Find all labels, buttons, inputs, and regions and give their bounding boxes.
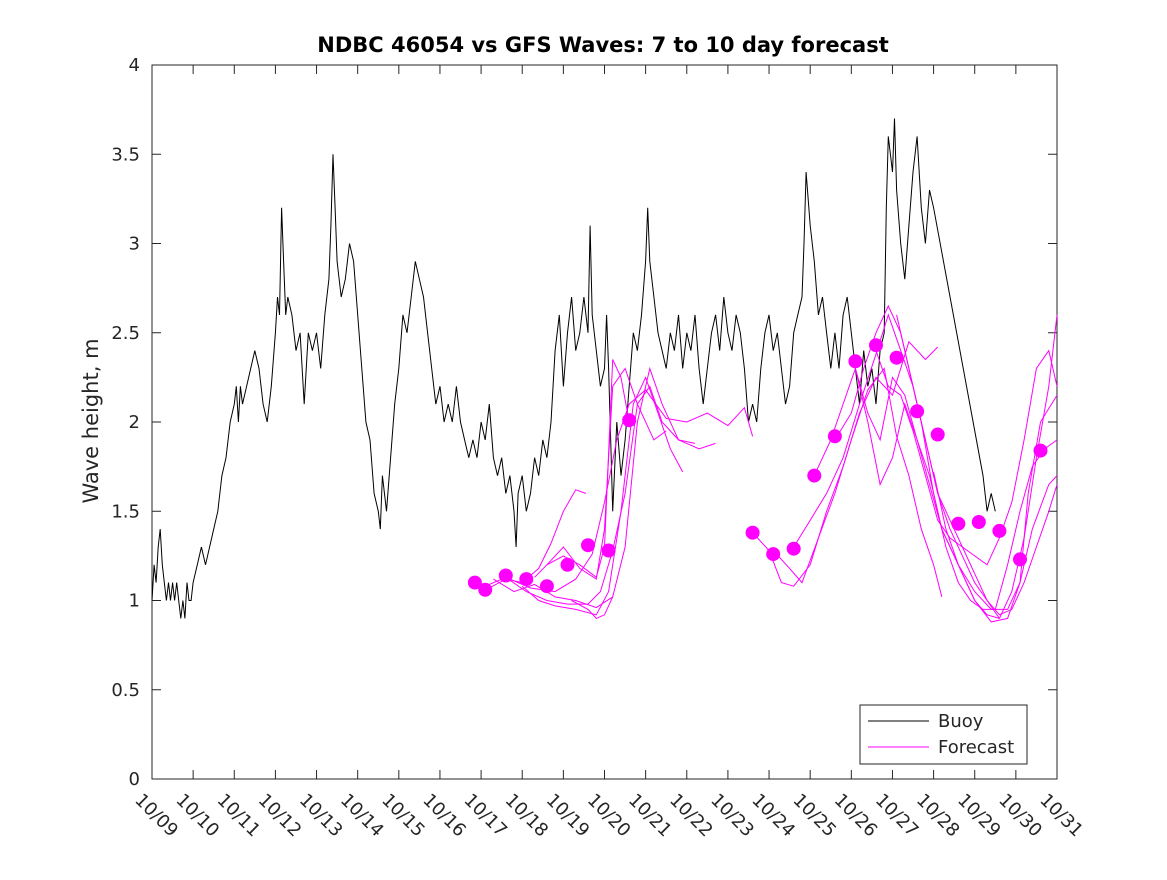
forecast-marker <box>827 429 842 444</box>
series-forecast-line <box>472 489 587 589</box>
x-tick-label: 10/28 <box>912 790 964 842</box>
forecast-marker <box>786 541 801 556</box>
y-tick-label: 0 <box>129 769 140 790</box>
series-forecast-line <box>834 304 1058 616</box>
x-tick-label: 10/12 <box>254 790 306 842</box>
forecast-marker <box>930 427 945 442</box>
forecast-marker <box>601 543 616 558</box>
series-buoy-line <box>151 118 996 619</box>
x-tick-label: 10/26 <box>830 790 882 842</box>
forecast-marker <box>889 350 904 365</box>
y-axis-label: Wave height, m <box>79 338 103 503</box>
legend-box <box>859 704 1028 765</box>
x-tick-label: 10/24 <box>748 790 800 842</box>
forecast-marker <box>766 547 781 562</box>
series-forecast-line <box>493 366 716 609</box>
forecast-marker <box>992 523 1007 538</box>
legend-forecast-label: Forecast <box>938 737 1014 758</box>
forecast-marker <box>539 579 554 594</box>
forecast-marker <box>910 404 925 419</box>
x-tick-label: 10/16 <box>418 790 470 842</box>
x-tick-label: 10/14 <box>336 790 388 842</box>
forecast-marker <box>971 515 986 529</box>
chart-legend: Buoy Forecast <box>859 704 1028 765</box>
x-tick-label: 10/13 <box>295 790 347 842</box>
forecast-marker <box>1013 552 1027 567</box>
series-forecast-line <box>571 596 614 620</box>
series-forecast-line <box>793 313 1000 619</box>
x-tick-label: 10/25 <box>789 790 841 842</box>
axes-box <box>151 64 1058 780</box>
y-tick-label: 3.5 <box>111 144 140 165</box>
x-tick-label: 10/23 <box>706 790 758 842</box>
forecast-marker <box>467 575 482 590</box>
series-forecast-line <box>896 314 1058 610</box>
forecast-marker <box>519 572 534 587</box>
forecast-marker <box>581 538 595 553</box>
y-tick-label: 1.5 <box>111 501 140 522</box>
x-tick-label: 10/09 <box>130 790 182 842</box>
series-forecast-line <box>933 314 1058 620</box>
forecast-marker <box>848 354 863 369</box>
series-forecast-line <box>534 367 667 580</box>
legend-buoy-label: Buoy <box>938 711 984 732</box>
y-tick-label: 2 <box>129 412 140 433</box>
series-forecast-line <box>875 349 1058 566</box>
x-tick-label: 10/18 <box>501 790 553 842</box>
y-tick-label: 0.5 <box>111 680 140 701</box>
x-tick-label: 10/29 <box>953 790 1005 842</box>
x-tick-label: 10/27 <box>871 790 923 842</box>
forecast-marker <box>498 568 513 583</box>
x-tick-label: 10/11 <box>213 790 265 842</box>
x-tick-label: 10/17 <box>460 790 512 842</box>
forecast-marker <box>869 338 883 353</box>
x-tick-label: 10/31 <box>1035 790 1087 842</box>
forecast-marker <box>951 516 966 531</box>
x-tick-label: 10/15 <box>377 790 429 842</box>
y-tick-label: 4 <box>129 55 140 76</box>
forecast-marker <box>745 525 760 540</box>
forecast-marker <box>1033 443 1048 458</box>
y-tick-label: 2.5 <box>111 323 140 344</box>
y-tick-label: 1 <box>129 591 140 612</box>
x-tick-label: 10/19 <box>542 790 594 842</box>
x-tick-label: 10/30 <box>994 790 1046 842</box>
x-tick-label: 10/20 <box>583 790 635 842</box>
forecast-marker <box>807 468 822 483</box>
forecast-marker <box>478 582 493 597</box>
series-forecast-line <box>546 359 630 579</box>
chart-title: NDBC 46054 vs GFS Waves: 7 to 10 day for… <box>317 33 888 57</box>
y-tick-label: 3 <box>129 234 140 255</box>
series-forecast-line <box>772 367 943 598</box>
forecast-marker <box>622 413 637 428</box>
forecast-marker <box>560 557 575 572</box>
x-tick-label: 10/21 <box>624 790 676 842</box>
x-tick-label: 10/22 <box>665 790 717 842</box>
x-tick-label: 10/10 <box>172 790 224 842</box>
